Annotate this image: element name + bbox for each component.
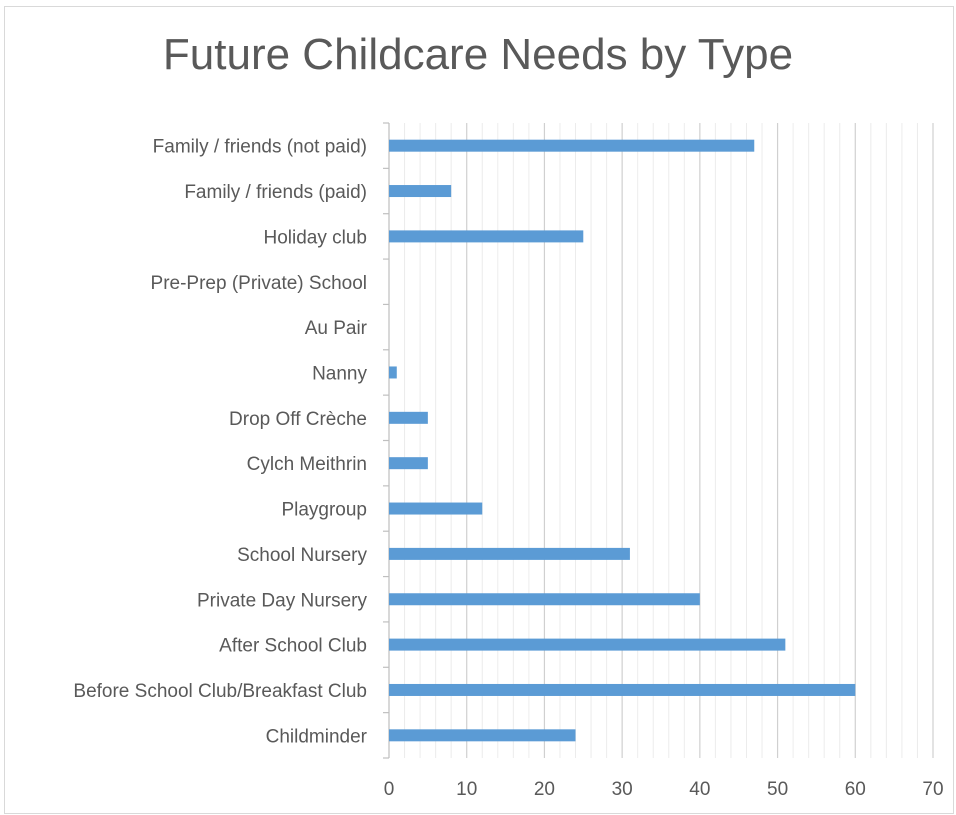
category-label: Playgroup xyxy=(281,500,367,521)
category-label: Drop Off Crèche xyxy=(229,409,367,430)
bar xyxy=(389,683,856,696)
major-gridlines xyxy=(466,123,934,758)
tick-label: 40 xyxy=(689,779,710,800)
tick-label: 10 xyxy=(456,779,477,800)
category-label: Family / friends (not paid) xyxy=(153,137,367,158)
tick-label: 30 xyxy=(612,779,633,800)
category-label: Pre-Prep (Private) School xyxy=(151,273,367,294)
category-label: After School Club xyxy=(219,636,367,657)
bar xyxy=(389,185,452,198)
bar xyxy=(389,139,755,152)
category-label: Private Day Nursery xyxy=(197,590,367,611)
bar xyxy=(389,638,786,651)
bar xyxy=(389,457,428,470)
category-label: Nanny xyxy=(312,363,367,384)
bar xyxy=(389,230,584,243)
category-label: Holiday club xyxy=(264,227,368,248)
bar xyxy=(389,729,576,742)
tick-label: 70 xyxy=(922,779,943,800)
bar xyxy=(389,502,483,515)
bar xyxy=(389,366,397,379)
category-label: Au Pair xyxy=(305,318,368,339)
category-labels: Family / friends (not paid) Family / frie… xyxy=(73,137,367,748)
tick-label: 20 xyxy=(534,779,555,800)
category-label: Family / friends (paid) xyxy=(184,182,367,203)
minor-gridlines xyxy=(404,123,918,758)
tick-label: 0 xyxy=(384,779,395,800)
tick-label: 60 xyxy=(845,779,866,800)
category-label: Childminder xyxy=(266,726,368,747)
category-axis xyxy=(383,122,390,759)
category-label: Before School Club/Breakfast Club xyxy=(73,681,367,702)
tick-label: 50 xyxy=(767,779,788,800)
bar xyxy=(389,593,700,606)
category-label: Cylch Meithrin xyxy=(247,454,367,475)
category-label: School Nursery xyxy=(237,545,367,566)
bar xyxy=(389,547,630,560)
bars xyxy=(389,139,856,742)
chart-title: Future Childcare Needs by Type xyxy=(162,30,794,79)
bar xyxy=(389,411,428,424)
value-tick-labels: 0 10 20 30 40 50 60 70 xyxy=(384,779,944,800)
